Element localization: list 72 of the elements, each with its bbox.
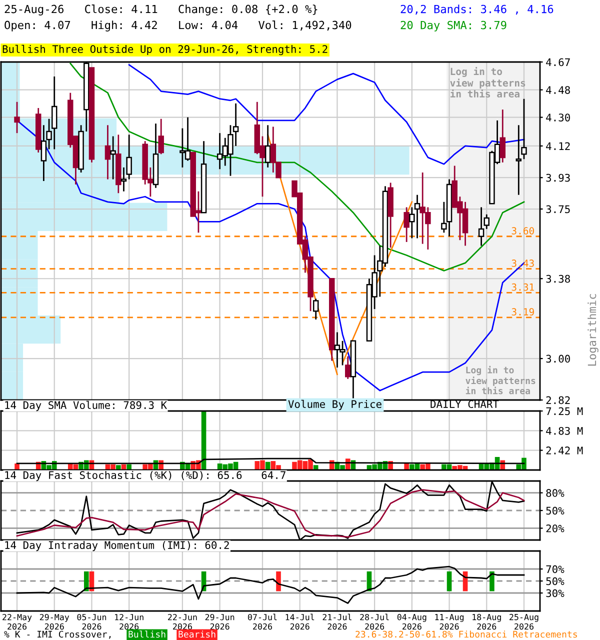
candlestick (14, 101, 20, 134)
y-tick-label: 4.67 (546, 58, 570, 66)
legend-title: % K - IMI Crossover, (4, 630, 111, 639)
line-series (128, 64, 525, 165)
chart-title: 25-Aug-26 Close: 4.11 Change: 0.08 {+2.0 %} (4, 4, 318, 16)
y-tick-label: 20% (546, 524, 564, 532)
ref-line-label: 3.60 (512, 227, 534, 234)
candlestick (345, 356, 351, 380)
y-axis-title: Logarithmic (588, 294, 598, 366)
x-tick-label: 29-Jun 2026 (205, 614, 234, 630)
x-tick-label: 05-Jun 2026 (77, 614, 106, 630)
candlestick (500, 108, 506, 164)
y-tick-label: 80% (546, 489, 564, 497)
bar (126, 464, 132, 470)
text: Log in to view patterns in this area (466, 366, 536, 394)
y-tick-label: 4.48 (546, 86, 570, 94)
y-tick-label: 3.00 (546, 354, 570, 363)
candlestick (404, 206, 410, 243)
line-series (16, 489, 525, 538)
bar (158, 460, 164, 470)
chart-title: 14 Day SMA Volume: 789.3 K (5, 400, 168, 412)
y-tick-label: 50% (546, 506, 564, 515)
candlestick (158, 118, 164, 155)
candlestick (478, 206, 484, 246)
bar (313, 465, 318, 470)
candlestick (312, 298, 319, 320)
x-tick-label: 22-May 2026 (2, 614, 32, 630)
x-tick-label: 12-Jun 2026 (115, 614, 144, 630)
bar (201, 411, 206, 470)
x-tick-label: 14-Jul 2026 (286, 614, 314, 630)
text: 20,2 Bands: 3.46 , 4.16 (400, 4, 554, 15)
y-tick-label: 3.38 (546, 274, 570, 283)
text: Bullish Three Outside Up on 29-Jun-26, Strength: 5.2 (2, 44, 328, 56)
candlestick (104, 124, 111, 180)
ref-line-label: 3.43 (512, 260, 534, 267)
y-tick-label: 4.30 (546, 114, 570, 122)
band-label: Log in to view patterns in this area (450, 67, 526, 98)
text: Volume By Price (288, 400, 382, 410)
y-tick-label: 3.93 (546, 174, 570, 182)
y-tick-label: 4.12 (546, 142, 570, 150)
line-series (16, 566, 525, 604)
y-tick-label: 2.82 (546, 396, 570, 404)
x-tick-label: 04-Aug 2026 (397, 614, 426, 630)
x-tick-label: 18-Aug 2026 (472, 614, 501, 630)
x-tick-label: 21-Jul 2026 (322, 614, 352, 630)
text: 23.6-38.2-50-61.8% Fibonacci Retracements (356, 630, 577, 638)
chart-title: 14 Day Fast Stochastic (%K) (%D): 65.6 64.7 (5, 470, 286, 482)
y-tick-label: 3.75 (546, 205, 570, 214)
y-tick-label: 4.83 M (546, 426, 583, 435)
x-tick-label: 25-Aug 2026 (510, 614, 538, 630)
y-tick-label: 30% (546, 589, 564, 598)
x-tick-label: 07-Jul 2026 (248, 614, 277, 630)
ref-line-label: 3.19 (512, 308, 534, 316)
text: Bullish (128, 630, 166, 638)
x-tick-label: 11-Aug 2026 (435, 614, 464, 630)
y-tick-label: 70% (546, 565, 564, 574)
y-tick-label: 7.25 M (546, 407, 583, 416)
y-tick-label: 50% (546, 577, 564, 586)
candlestick (484, 214, 490, 230)
text: 20 Day SMA: 3.79 (400, 20, 506, 32)
candlestick (110, 136, 116, 180)
x-tick-label: 28-Jul 2026 (360, 614, 389, 630)
chart-title: 14 Day Intraday Momentum (IMI): 60.2 (5, 540, 229, 552)
x-tick-label: 22-Jun 2026 (168, 614, 197, 630)
bar (116, 465, 121, 470)
candlestick (264, 124, 271, 168)
chart-subtitle: Open: 4.07 High: 4.42 Low: 4.04 Vol: 1,492,340 (4, 20, 352, 32)
y-tick-label: 2.42 M (546, 446, 583, 454)
bar (14, 463, 20, 470)
text: Bearish (178, 630, 216, 638)
x-tick-label: 29-May 2026 (40, 614, 70, 630)
ref-line-label: 3.31 (512, 283, 534, 291)
